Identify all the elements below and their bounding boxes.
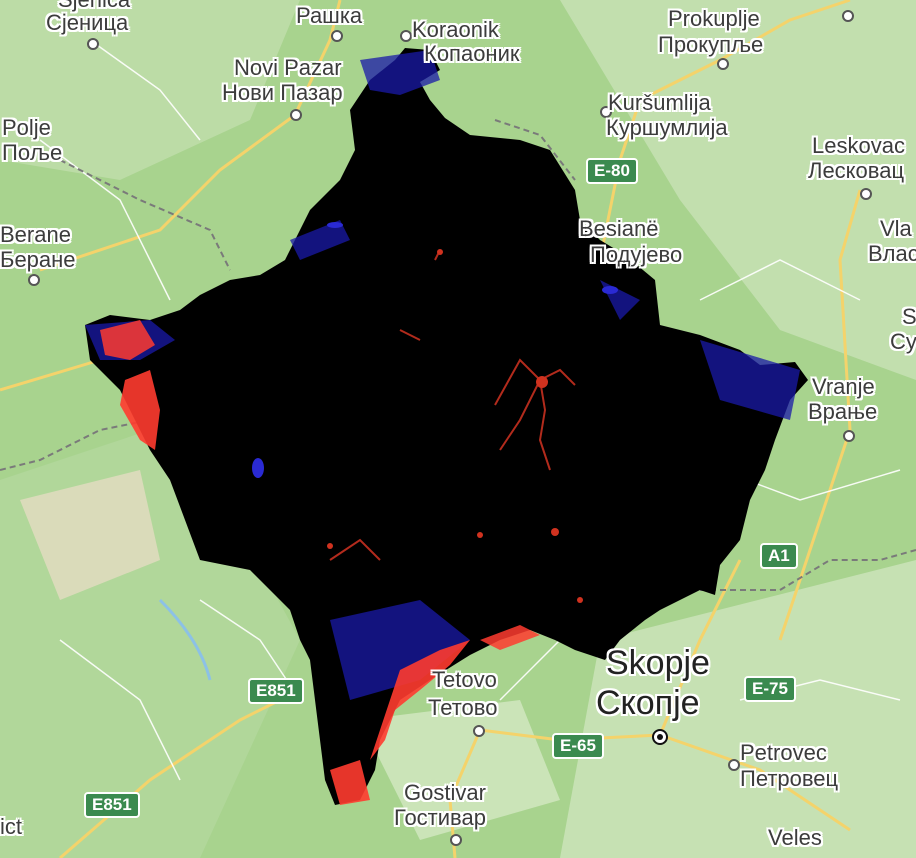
- place-label-kopaonik-lat[interactable]: Koraonik: [412, 17, 499, 42]
- place-label-veles[interactable]: Veles: [768, 825, 822, 850]
- place-label-leskovac-lat[interactable]: Leskovac: [812, 133, 905, 158]
- town-marker[interactable]: [843, 430, 855, 442]
- road-shield-e65: E-65: [552, 733, 604, 759]
- place-label-gostivar-cyr[interactable]: Гостивар: [394, 805, 486, 830]
- place-label-raska[interactable]: Рашка: [296, 3, 363, 28]
- place-label-petrovec-lat[interactable]: Petrovec: [740, 740, 827, 765]
- town-marker[interactable]: [473, 725, 485, 737]
- place-label-skopje-lat[interactable]: Skopje: [606, 644, 710, 682]
- town-marker[interactable]: [860, 188, 872, 200]
- place-label-gostivar-lat[interactable]: Gostivar: [404, 780, 486, 805]
- place-label-novipazar-cyr[interactable]: Нови Пазар: [222, 80, 343, 105]
- place-label-besiane-lat[interactable]: Besianë: [579, 216, 659, 241]
- place-label-sjenica-cyr[interactable]: Сјеница: [46, 10, 129, 35]
- town-marker[interactable]: [331, 30, 343, 42]
- town-marker[interactable]: [600, 106, 612, 118]
- road-shield-e851-lower: E851: [84, 792, 140, 818]
- place-label-novipazar-lat[interactable]: Novi Pazar: [234, 55, 342, 80]
- town-marker[interactable]: [290, 109, 302, 121]
- road-shield-a1: A1: [760, 543, 798, 569]
- road-shield-e80: E-80: [586, 158, 638, 184]
- town-marker[interactable]: [717, 58, 729, 70]
- place-label-prokuplje-lat[interactable]: Prokuplje: [668, 6, 760, 31]
- place-label-su-lat[interactable]: S: [902, 304, 916, 329]
- place-label-tetovo-lat[interactable]: Tetovo: [432, 667, 497, 692]
- place-label-vranje-lat[interactable]: Vranje: [812, 374, 875, 399]
- capital-marker[interactable]: [652, 729, 668, 745]
- place-label-polje-lat[interactable]: Polje: [2, 115, 51, 140]
- place-label-vla-cyr[interactable]: Влас: [868, 241, 916, 266]
- town-marker[interactable]: [728, 759, 740, 771]
- town-marker[interactable]: [400, 30, 412, 42]
- town-marker[interactable]: [87, 38, 99, 50]
- place-label-berane-lat[interactable]: Berane: [0, 222, 71, 247]
- place-label-sjenica-lat[interactable]: Sjenica: [58, 0, 130, 11]
- place-label-kursumlija-cyr[interactable]: Куршумлија: [606, 115, 728, 140]
- place-label-petrovec-cyr[interactable]: Петровец: [740, 766, 839, 791]
- place-label-berane-cyr[interactable]: Беране: [0, 247, 76, 272]
- town-marker[interactable]: [450, 834, 462, 846]
- place-label-vla-lat[interactable]: Vla: [880, 216, 912, 241]
- place-label-polje-cyr[interactable]: Поље: [2, 140, 63, 165]
- place-label-prokuplje-cyr[interactable]: Прокупље: [658, 32, 764, 57]
- place-label-besiane-cyr[interactable]: Подујево: [590, 242, 683, 267]
- road-shield-e851-upper: E851: [248, 678, 304, 704]
- place-label-tetovo-cyr[interactable]: Тетово: [428, 695, 498, 720]
- raster-overlay: [85, 48, 808, 805]
- place-label-leskovac-cyr[interactable]: Лесковац: [808, 158, 905, 183]
- place-label-su-cyr[interactable]: Су: [890, 329, 916, 354]
- place-label-ict[interactable]: ict: [0, 814, 22, 839]
- place-label-kursumlija-lat[interactable]: Kuršumlija: [608, 90, 711, 115]
- town-marker[interactable]: [842, 10, 854, 22]
- town-marker[interactable]: [28, 274, 40, 286]
- road-shield-e75: E-75: [744, 676, 796, 702]
- place-label-skopje-cyr[interactable]: Скопје: [596, 684, 700, 722]
- place-label-vranje-cyr[interactable]: Врање: [808, 399, 878, 424]
- place-label-kopaonik-cyr[interactable]: Копаоник: [424, 41, 520, 66]
